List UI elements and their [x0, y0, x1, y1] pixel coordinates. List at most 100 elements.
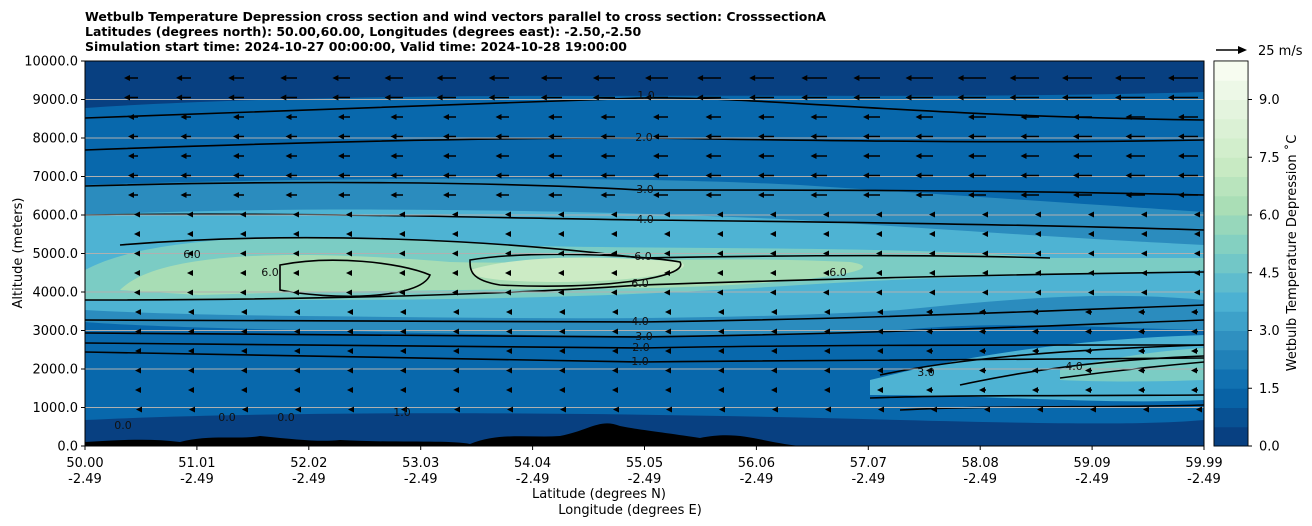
wind-vector — [558, 231, 564, 237]
wind-vector — [1115, 94, 1145, 101]
wind-vector — [240, 231, 246, 237]
wind-vector — [346, 289, 352, 296]
x-tick-label-lon: -2.49 — [628, 472, 662, 487]
colorbar-band — [1214, 426, 1248, 447]
wind-vector — [717, 250, 723, 257]
wind-vector — [505, 211, 511, 218]
wind-vector — [548, 172, 562, 179]
wind-vector — [979, 348, 986, 354]
wind-vector — [877, 348, 883, 354]
wind-vectors — [124, 75, 1202, 413]
x-tick-label-lon: -2.49 — [1187, 472, 1221, 487]
contour-line-6.0-lower — [85, 271, 1204, 301]
wind-vector — [507, 406, 513, 413]
wind-vector — [188, 348, 194, 354]
wind-vector — [982, 289, 988, 296]
wind-vector — [823, 270, 829, 276]
colorbar-band — [1214, 157, 1248, 177]
wind-vector — [653, 153, 668, 159]
wind-vector — [1085, 367, 1092, 374]
wind-vector — [228, 75, 244, 81]
wind-vector — [454, 406, 460, 413]
grid-lines — [85, 99, 1204, 408]
colorbar-tick-label: 4.5 — [1259, 266, 1280, 281]
colorbar-tick-label: 1.5 — [1259, 382, 1280, 397]
contour-label: 6.0 — [631, 277, 649, 290]
wind-vector — [436, 94, 456, 101]
wind-vector — [488, 75, 509, 81]
y-axis: 0.0 1000.0 2000.0 3000.0 4000.0 5000.0 6000.0 7… — [24, 55, 85, 455]
wind-vector — [979, 367, 986, 374]
wind-vector — [188, 367, 194, 374]
wind-vector — [982, 231, 988, 237]
wind-vector — [233, 192, 244, 198]
wind-vector — [180, 114, 191, 120]
wind-vector — [758, 172, 774, 179]
wind-vector — [180, 133, 191, 140]
wind-vector — [240, 270, 246, 276]
wind-vector — [400, 367, 406, 374]
wind-vector — [929, 289, 935, 296]
wind-vector — [558, 289, 564, 296]
wind-vector — [400, 387, 406, 393]
wind-vector — [1062, 94, 1092, 101]
wind-vector — [285, 114, 297, 120]
wind-vector — [390, 133, 403, 140]
colorbar-ticks: 0.0 1.5 3.0 4.5 6.0 7.5 9.0 — [1248, 93, 1280, 455]
contour-line-4.0-lower-right — [959, 355, 1204, 386]
wind-vector — [332, 94, 350, 101]
wind-vector — [611, 289, 617, 296]
x-axis-label-2: Longitude (degrees E) — [558, 503, 702, 518]
x-tick-label-lat: 53.03 — [402, 456, 439, 471]
wind-vector — [771, 387, 777, 393]
wind-vector — [770, 231, 776, 237]
wind-vector — [1125, 133, 1145, 140]
x-tick-label-lon: -2.49 — [963, 472, 997, 487]
wind-vector — [505, 270, 511, 276]
wind-vector — [666, 406, 672, 413]
wind-vector — [1196, 406, 1202, 413]
wind-vector — [664, 289, 670, 296]
wind-vector — [705, 133, 721, 140]
wind-vector — [719, 406, 725, 413]
wind-vector — [863, 114, 880, 120]
wind-vector — [559, 328, 565, 335]
contour-label: 0.0 — [277, 411, 295, 424]
contour-line-1.0-upper — [85, 97, 1204, 121]
y-tick-label: 6000.0 — [33, 209, 79, 224]
wind-vector — [929, 211, 935, 218]
wind-vector — [823, 211, 829, 218]
contour-label: 1.0 — [631, 355, 649, 368]
wind-vector — [1062, 75, 1092, 81]
colorbar-band — [1214, 272, 1248, 293]
wind-vector — [931, 406, 937, 413]
wind-vector — [241, 328, 247, 335]
wind-vector — [876, 270, 882, 276]
wind-vector — [1138, 309, 1145, 315]
wind-vector — [1191, 328, 1198, 335]
wind-vector — [877, 367, 883, 374]
wind-vector — [717, 289, 723, 296]
wind-vector — [770, 211, 776, 218]
wind-vector — [1037, 406, 1043, 413]
wind-vector — [1141, 231, 1147, 237]
wind-vector — [294, 367, 300, 374]
wind-vector — [384, 94, 403, 101]
wind-vector — [135, 387, 141, 393]
wind-vector — [347, 387, 353, 393]
wind-vector — [823, 289, 829, 296]
wind-vector — [877, 309, 883, 315]
wind-vector — [548, 133, 562, 140]
wind-vector — [285, 153, 297, 159]
wind-vector — [1168, 94, 1198, 101]
wind-vector — [770, 270, 776, 276]
x-tick-label-lon: -2.49 — [292, 472, 326, 487]
wind-vector — [128, 114, 138, 120]
wind-vector — [770, 250, 776, 257]
wind-vector — [293, 231, 299, 237]
wind-vector — [1035, 289, 1041, 296]
wind-vector — [187, 250, 193, 257]
wind-vector — [1194, 231, 1200, 237]
wind-vector — [559, 309, 565, 315]
wind-vector — [877, 387, 883, 393]
